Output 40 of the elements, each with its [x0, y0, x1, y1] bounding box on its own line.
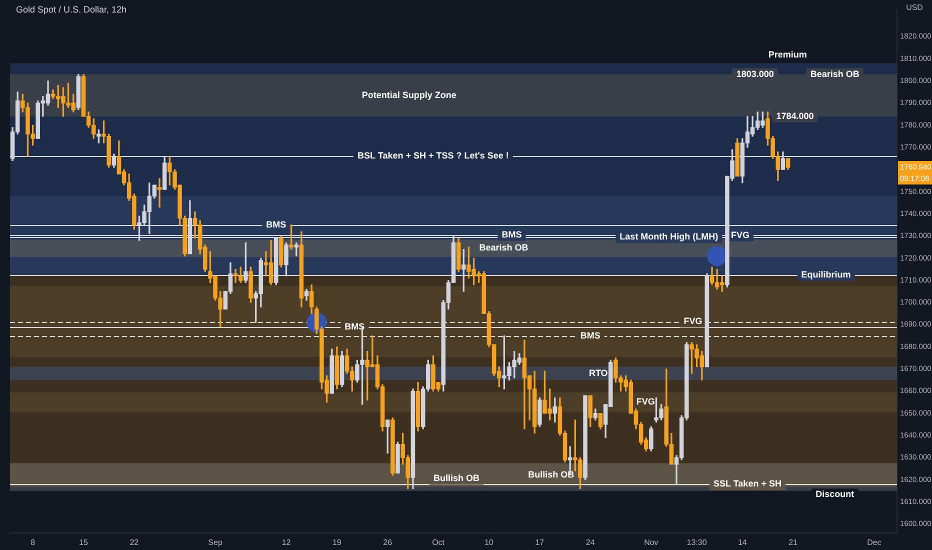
band-label: Bullish OB: [433, 473, 480, 484]
x-tick-label: 13:30: [686, 538, 708, 548]
x-tick-label: 22: [130, 538, 140, 548]
x-tick-label: Oct: [432, 538, 446, 548]
band-label: FVG: [684, 316, 702, 326]
x-tick-label: 19: [332, 538, 342, 548]
x-tick-label: 17: [535, 538, 545, 548]
x-tick-label: Sep: [208, 538, 223, 548]
ref-line-label: BMS: [580, 330, 600, 340]
x-tick-label: 12: [282, 538, 292, 548]
candlestick: [157, 178, 162, 208]
x-tick-label: 10: [484, 538, 494, 548]
band-label: FVG: [731, 230, 750, 240]
x-tick-label: 8: [30, 538, 36, 548]
ref-line-label: BSL Taken + SH + TSS ? Let's See !: [358, 150, 509, 161]
annotation: 1803.000: [736, 68, 774, 79]
annotation: Bearish OB: [810, 68, 860, 79]
band-label: RTO: [588, 368, 608, 378]
ref-line-label: Last Month High (LMH): [620, 232, 718, 242]
ref-line-label: BMS: [266, 219, 286, 230]
ref-line-label: BMS: [502, 229, 522, 240]
band-label: Bullish OB: [528, 469, 575, 480]
band-label: FVG: [636, 396, 655, 407]
ref-line-label: SSL Taken + SH: [714, 478, 782, 489]
x-tick-label: Dec: [867, 538, 882, 548]
x-tick-label: 21: [788, 538, 798, 548]
band-label: Potential Supply Zone: [362, 90, 456, 100]
band-label: Premium: [768, 50, 807, 60]
x-tick-label: Nov: [644, 538, 658, 548]
band-label: Discount: [816, 488, 854, 499]
x-tick-label: 14: [738, 538, 748, 548]
x-tick-label: 26: [383, 538, 393, 548]
annotation: 1784.000: [776, 110, 814, 121]
ref-line-label: BMS: [344, 321, 365, 332]
y-axis-title: USD: [906, 3, 924, 12]
ref-line-label: Equilibrium: [801, 269, 851, 280]
band-label: Bearish OB: [479, 242, 529, 253]
x-tick-label: 15: [79, 538, 88, 548]
x-tick-label: 24: [586, 538, 596, 548]
chart-title: Gold Spot / U.S. Dollar, 12h: [16, 4, 127, 14]
